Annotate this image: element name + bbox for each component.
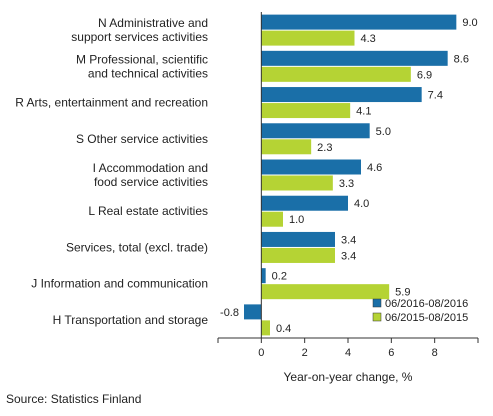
bar-series-2016: [261, 50, 448, 66]
data-label: 4.3: [361, 33, 376, 45]
data-label: 3.3: [339, 178, 354, 190]
data-label: -0.8: [220, 307, 239, 319]
legend-swatch: [372, 298, 382, 308]
data-label: 9.0: [462, 17, 477, 29]
category-label: J Information and communication: [31, 277, 208, 291]
category-label: Services, total (excl. trade): [66, 240, 208, 254]
data-label: 4.6: [367, 162, 382, 174]
data-label: 4.0: [354, 198, 369, 210]
bar-series-2016: [261, 268, 266, 284]
bar-series-2016: [261, 231, 335, 247]
data-label: 4.1: [356, 106, 371, 118]
category-label: S Other service activities: [76, 132, 208, 146]
bar-series-2016: [261, 195, 348, 211]
data-label: 1.0: [289, 214, 304, 226]
category-label: N Administrative and support services act…: [71, 16, 208, 44]
source-note: Source: Statistics Finland: [6, 392, 142, 406]
data-label: 2.3: [317, 142, 332, 154]
legend-label: 06/2015-08/2015: [385, 312, 468, 324]
labels-layer: N Administrative and support services act…: [15, 16, 477, 335]
data-label: 6.9: [417, 69, 432, 81]
bars-layer: [244, 14, 457, 336]
x-tick-label: 4: [345, 347, 351, 359]
bar-series-2016: [261, 87, 422, 103]
legend-label: 06/2016-08/2016: [385, 298, 468, 310]
data-label: 8.6: [454, 53, 469, 65]
bar-series-2016: [261, 123, 370, 139]
bar-series-2016: [244, 304, 262, 320]
x-tick-label: 6: [388, 347, 394, 359]
x-axis: 0 2 4 6 8 Year-on-year change, %: [217, 12, 479, 384]
bar-series-2016: [261, 159, 361, 175]
bar-series-2015: [261, 247, 335, 263]
data-label: 7.4: [428, 90, 443, 102]
legend: 06/2016-08/2016 06/2015-08/2015: [372, 298, 468, 324]
legend-swatch: [372, 312, 382, 322]
x-tick-label: 8: [432, 347, 438, 359]
bar-series-2015: [261, 103, 351, 119]
category-label: M Professional, scientific and technical …: [76, 52, 208, 80]
data-label: 3.4: [341, 234, 356, 246]
x-axis-title: Year-on-year change, %: [284, 370, 413, 384]
data-label: 5.9: [395, 287, 410, 299]
bar-series-2015: [261, 30, 355, 46]
bar-series-2015: [261, 320, 270, 336]
data-label: 3.4: [341, 250, 356, 262]
data-label: 5.0: [376, 126, 391, 138]
bar-series-2015: [261, 175, 333, 191]
category-label: I Accommodation and food service activiti…: [93, 161, 208, 189]
data-label: 0.4: [276, 323, 291, 335]
category-label: L Real estate activities: [88, 204, 208, 218]
x-tick-label: 0: [258, 347, 264, 359]
bar-series-2015: [261, 284, 390, 300]
bar-series-2015: [261, 211, 283, 227]
bar-series-2015: [261, 139, 312, 155]
category-label: H Transportation and storage: [53, 313, 209, 327]
x-tick-label: 2: [302, 347, 308, 359]
category-label: R Arts, entertainment and recreation: [15, 96, 208, 110]
bar-series-2016: [261, 14, 457, 30]
data-label: 0.2: [272, 271, 287, 283]
bar-series-2015: [261, 66, 411, 82]
